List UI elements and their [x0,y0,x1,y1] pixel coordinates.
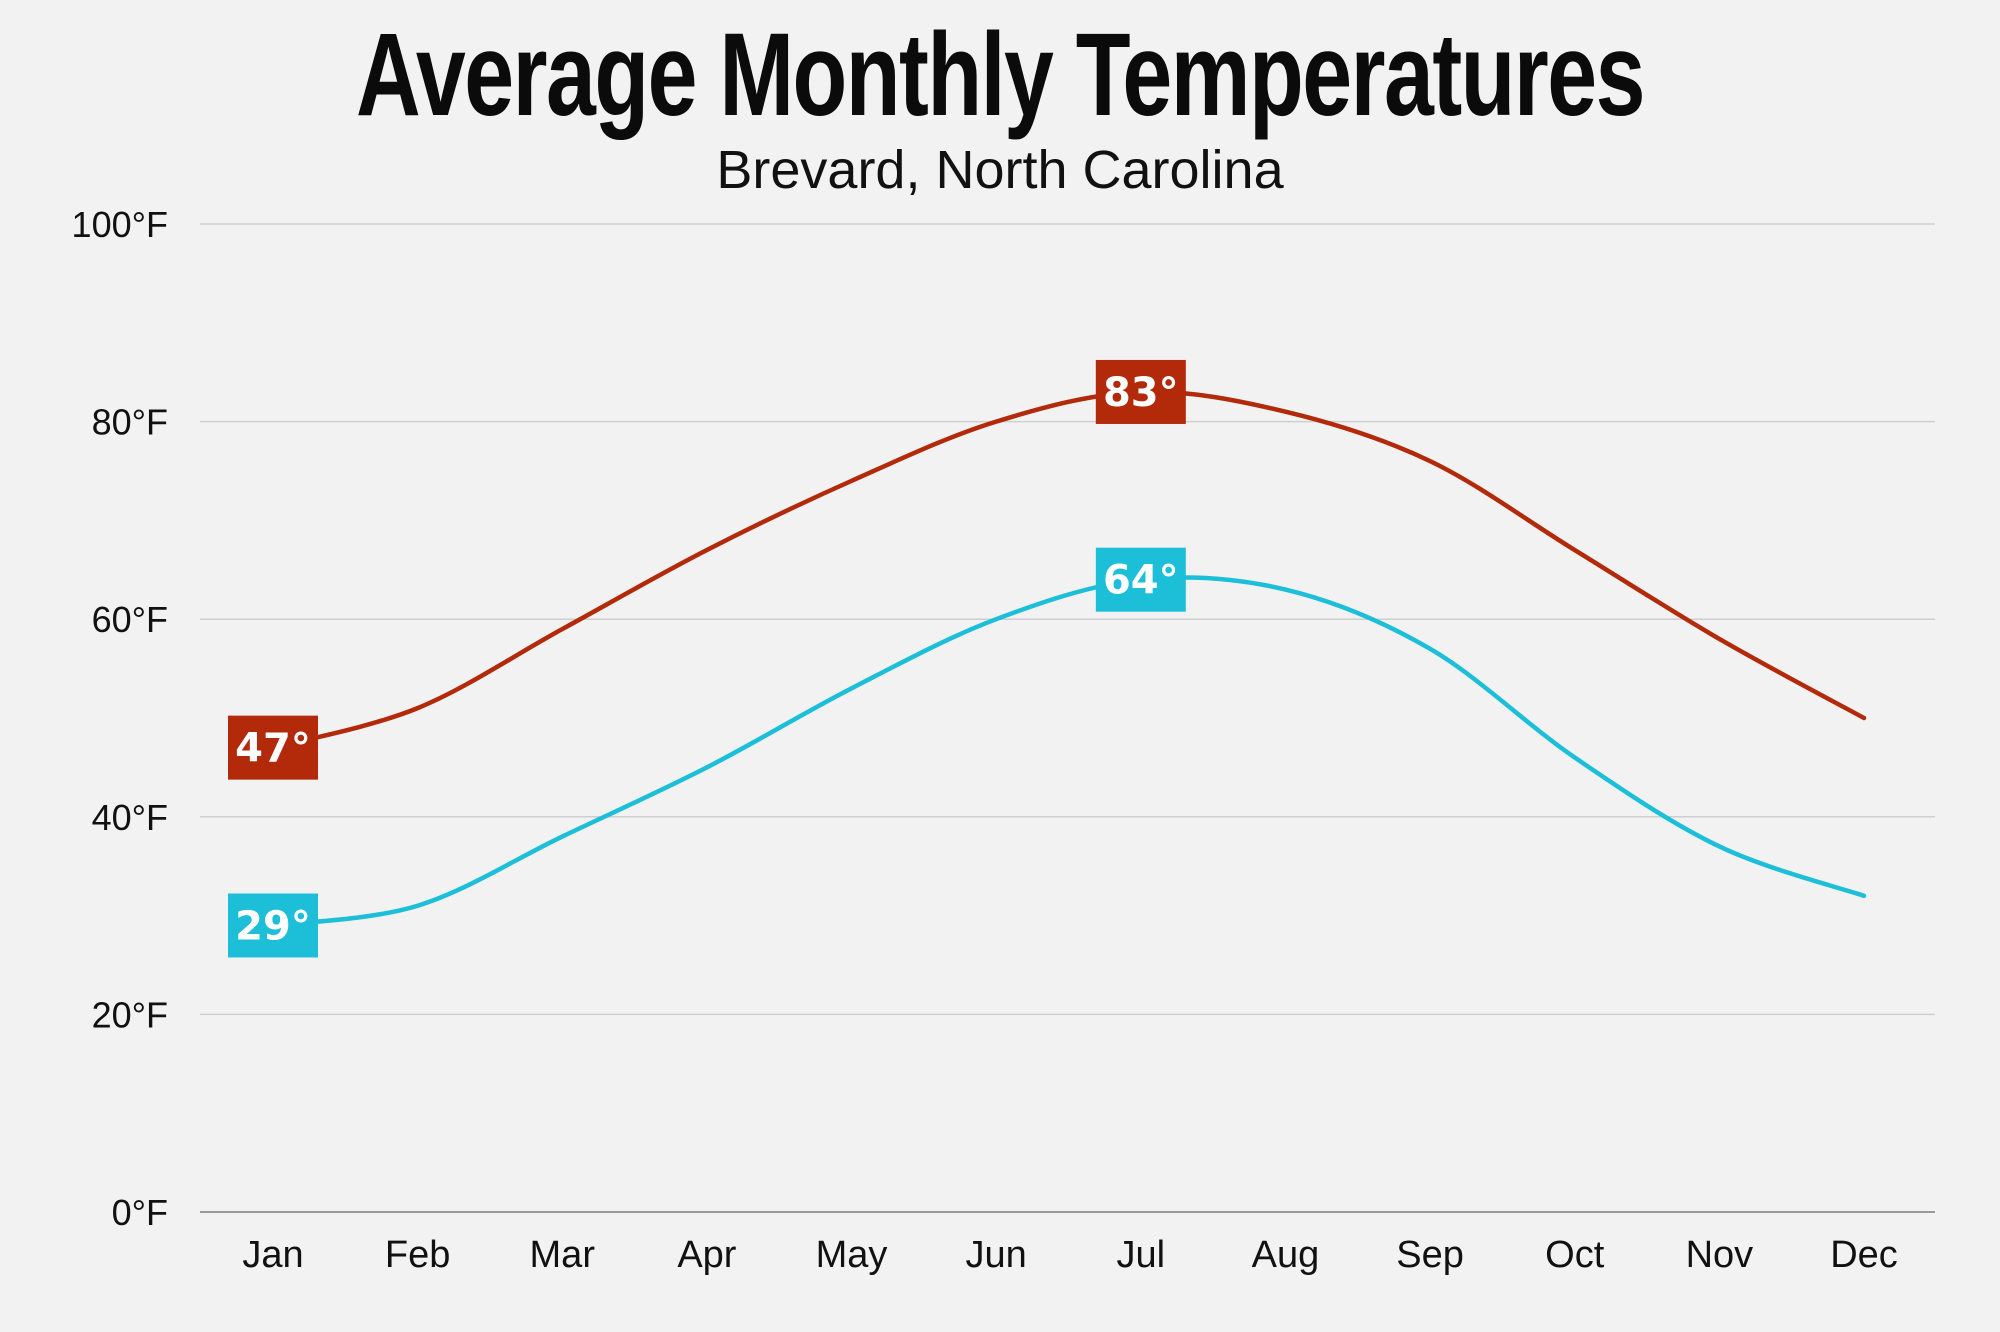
series-lines [270,389,1867,928]
data-labels: 47° 83° 29° 64° [228,359,1186,958]
x-tick-label: Oct [1545,1234,1605,1276]
data-point [1717,637,1721,641]
x-tick-label: Jul [1117,1234,1166,1276]
series-line-0 [270,389,1867,750]
data-point [705,548,709,552]
data-point [1862,716,1866,720]
data-point [1862,894,1866,898]
x-tick-label: Aug [1252,1234,1320,1276]
x-tick-label: May [816,1234,888,1276]
data-point [1283,588,1287,592]
data-point [1428,647,1432,651]
data-label: 64° [1095,547,1186,612]
data-label-box [1095,547,1186,612]
x-tick-label: Mar [530,1234,596,1276]
data-point [705,765,709,769]
gridlines [200,223,1935,1213]
data-point [1573,756,1577,760]
y-tick-label: 100°F [72,204,168,245]
series-line-1 [270,575,1867,928]
data-point [994,420,998,424]
data-label-box [1095,359,1186,424]
data-point [1428,459,1432,463]
data-point [416,904,420,908]
x-tick-label: Sep [1396,1234,1464,1276]
data-point [850,479,854,483]
data-point [1283,410,1287,414]
data-label-text: 29° [235,903,311,949]
data-point [416,706,420,710]
x-tick-label: Dec [1830,1234,1898,1276]
data-label: 47° [228,715,318,780]
data-label: 83° [1095,359,1186,424]
data-point [994,617,998,621]
x-tick-label: Jun [966,1234,1027,1276]
x-tick-label: Jan [242,1234,303,1276]
x-tick-label: Nov [1686,1234,1754,1276]
data-point [1573,548,1577,552]
y-tick-label: 80°F [92,402,168,443]
data-label-text: 64° [1103,558,1179,604]
data-point [560,835,564,839]
data-label-box [228,893,318,958]
data-label-text: 83° [1103,370,1179,416]
x-tick-label: Feb [385,1234,450,1276]
y-axis-ticks: 0°F 20°F 40°F 60°F 80°F 100°F [72,204,168,1233]
x-tick-label: Apr [677,1234,736,1276]
data-label-box [228,715,318,780]
data-point [850,686,854,690]
chart-title: Average Monthly Temperatures [355,9,1646,141]
y-tick-label: 20°F [92,994,168,1035]
y-tick-label: 60°F [92,599,168,640]
data-label-text: 47° [235,726,311,772]
data-point [560,627,564,631]
x-axis-ticks: Jan Feb Mar Apr May Jun Jul Aug Sep Oct Nov Dec [242,1234,1897,1276]
y-tick-label: 40°F [92,797,168,838]
y-tick-label: 0°F [112,1192,168,1233]
data-label: 29° [228,893,318,958]
chart-subtitle: Brevard, North Carolina [716,140,1284,200]
data-point [1717,844,1721,848]
